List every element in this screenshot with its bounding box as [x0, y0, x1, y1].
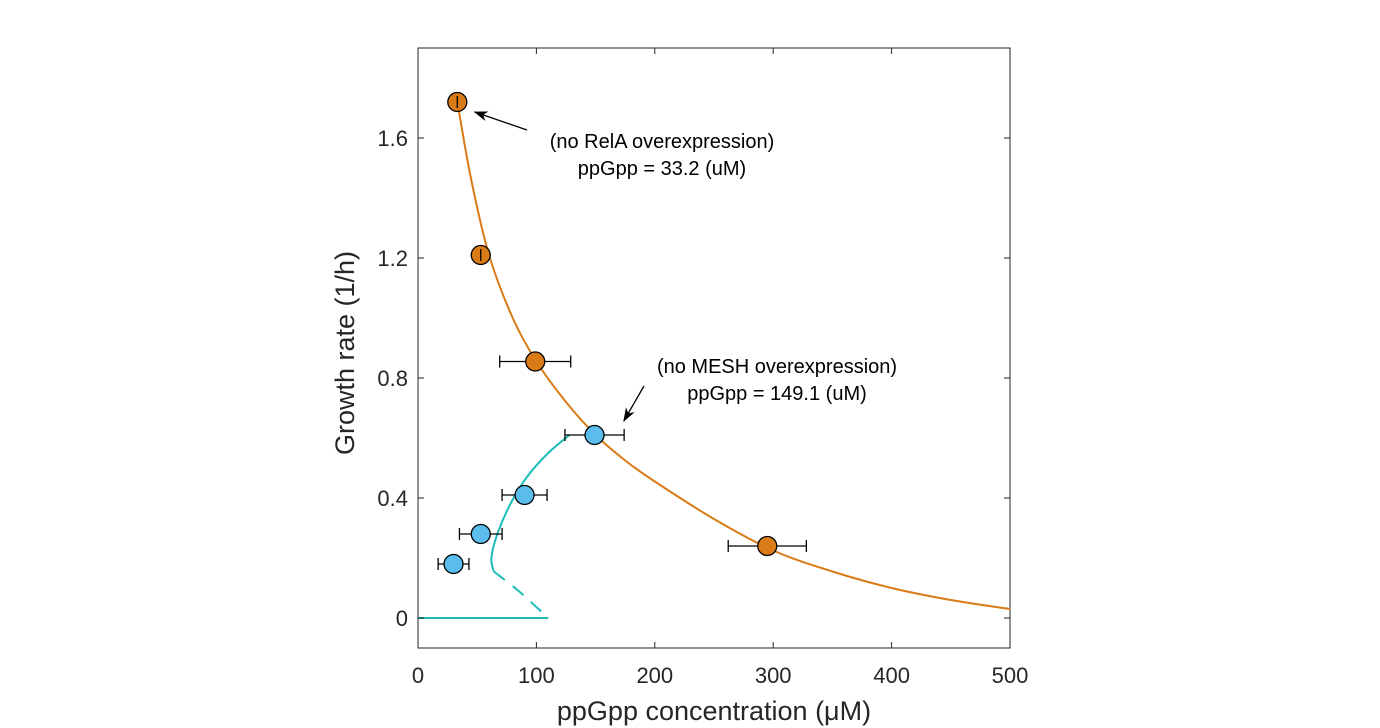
curve-1 [456, 101, 1011, 610]
data-point [499, 351, 572, 372]
curve-3-dashed [493, 570, 549, 619]
ticks-layer: 0 100 200 300 400 500 0 0.4 0.8 1.2 1.6 [377, 48, 1028, 688]
data-point [437, 553, 470, 575]
curves-layer [418, 101, 1011, 619]
axes-box [417, 47, 1011, 649]
data-point [501, 484, 548, 506]
point-marker [443, 553, 464, 575]
x-tick-label: 100 [518, 663, 555, 688]
annotation-text: ppGpp = 33.2 (uM) [578, 158, 746, 180]
x-tick-label: 400 [873, 663, 910, 688]
annotation-2: (no MESH overexpression) ppGpp = 149.1 (u… [623, 356, 897, 422]
points-layer [437, 91, 808, 575]
annotation-text: (no RelA overexpression) [550, 131, 775, 153]
y-tick-label: 0.4 [377, 486, 408, 511]
annotation-text: ppGpp = 149.1 (uM) [687, 383, 867, 405]
annotation-arrow [473, 111, 528, 131]
annotations-layer: (no RelA overexpression) ppGpp = 33.2 (uM… [473, 111, 897, 422]
annotation-1: (no RelA overexpression) ppGpp = 33.2 (uM… [473, 111, 775, 180]
curve-2 [490, 434, 571, 572]
y-tick-label: 1.6 [377, 126, 408, 151]
y-tick-label: 0 [396, 606, 408, 631]
data-point [564, 424, 625, 446]
data-point [458, 523, 503, 545]
data-point [447, 91, 468, 113]
x-axis-label: ppGpp concentration (μM) [557, 696, 871, 726]
data-point [470, 244, 491, 266]
x-tick-label: 500 [992, 663, 1029, 688]
y-axis-label: Growth rate (1/h) [330, 251, 360, 455]
plot-frame [417, 47, 1011, 649]
point-marker [584, 424, 605, 446]
x-tick-label: 200 [636, 663, 673, 688]
point-marker [514, 484, 535, 506]
y-tick-label: 0.8 [377, 366, 408, 391]
annotation-text: (no MESH overexpression) [657, 356, 897, 378]
y-tick-label: 1.2 [377, 246, 408, 271]
x-tick-label: 300 [755, 663, 792, 688]
point-marker [525, 351, 546, 372]
data-point [727, 535, 808, 557]
annotation-arrow [623, 385, 645, 422]
point-marker [470, 523, 491, 545]
x-tick-label: 0 [412, 663, 424, 688]
point-marker [757, 535, 778, 557]
